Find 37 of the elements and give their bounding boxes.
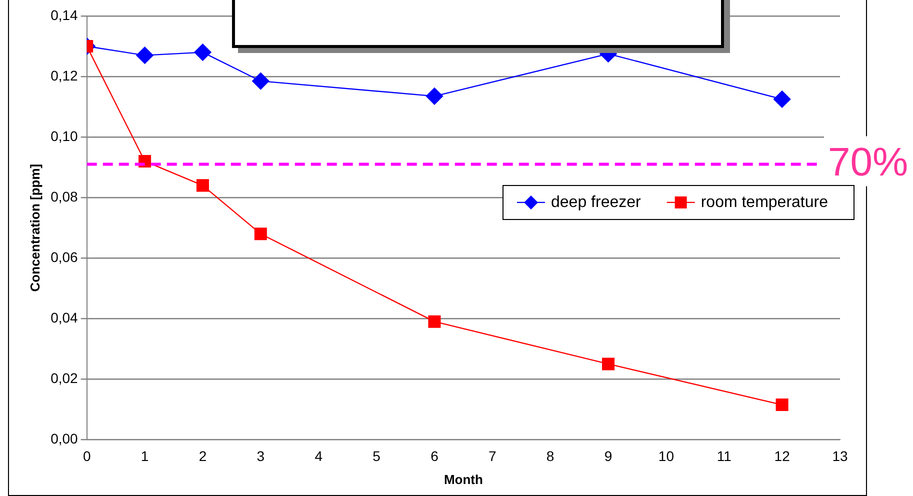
point — [254, 228, 267, 240]
point — [776, 398, 788, 412]
x-tick-label: 10 — [658, 448, 674, 464]
point — [136, 46, 154, 64]
legend-label: deep freezer — [551, 194, 642, 211]
x-tick-label: 9 — [604, 448, 612, 464]
x-tick-label: 8 — [546, 448, 554, 464]
x-tick-label: 11 — [716, 448, 732, 464]
x-tick-label: 12 — [774, 448, 790, 464]
y-tick-label: 0,00 — [50, 430, 78, 446]
y-tick-label: 0,02 — [50, 370, 78, 386]
point — [252, 72, 270, 90]
x-tick-label: 4 — [314, 448, 323, 464]
x-axis-title: Month — [444, 472, 483, 487]
y-tick-label: 0,08 — [50, 188, 78, 204]
y-tick-label: 0,14 — [50, 6, 78, 23]
x-tick-label: 7 — [488, 448, 496, 464]
x-tick-label: 6 — [430, 448, 439, 464]
point — [196, 179, 209, 192]
point — [194, 44, 212, 61]
x-tick-label: 0 — [82, 448, 91, 464]
y-tick-label: 0,10 — [50, 128, 78, 144]
legend-label: room temperature — [700, 194, 828, 211]
x-tick-label: 1 — [140, 448, 149, 464]
point — [773, 90, 791, 108]
x-tick-label: 2 — [198, 448, 207, 464]
point — [602, 358, 615, 370]
y-axis-title: Concentration [ppm] — [27, 164, 42, 292]
x-tick-label: 13 — [832, 448, 848, 464]
point — [426, 88, 444, 105]
point — [428, 315, 441, 328]
x-tick-label: 3 — [256, 448, 265, 464]
x-tick-label: 5 — [372, 448, 381, 464]
y-tick-label: 0,04 — [50, 309, 78, 326]
y-tick-label: 0,06 — [50, 248, 78, 265]
annotation: 70% — [828, 140, 908, 184]
y-tick-label: 0,12 — [50, 67, 78, 84]
